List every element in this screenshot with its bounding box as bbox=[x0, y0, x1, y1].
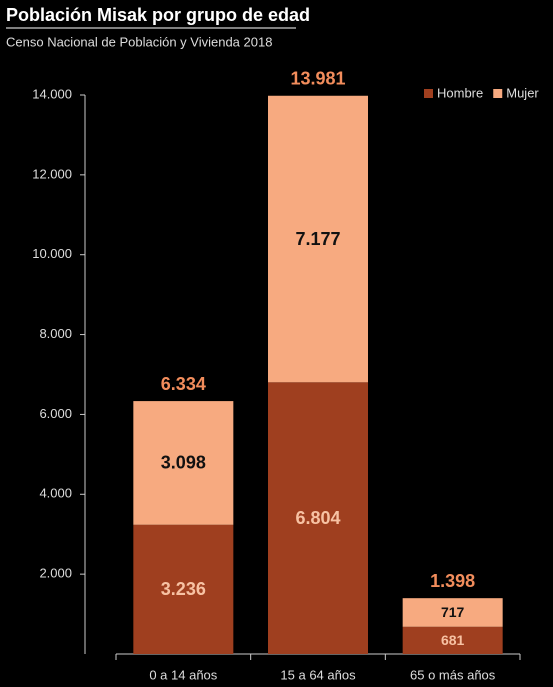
x-tick-label: 15 a 64 años bbox=[280, 667, 356, 682]
value-label: 717 bbox=[441, 604, 465, 620]
y-tick-label: 8.000 bbox=[39, 326, 72, 341]
total-label: 1.398 bbox=[430, 571, 475, 591]
bar-segment bbox=[268, 95, 368, 383]
y-tick-label: 12.000 bbox=[32, 166, 72, 181]
bar-segment bbox=[402, 626, 503, 654]
y-tick-label: 6.000 bbox=[39, 406, 72, 421]
bar-segment bbox=[133, 401, 234, 525]
x-tick-label: 65 o más años bbox=[410, 667, 496, 682]
y-tick-label: 2.000 bbox=[39, 566, 72, 581]
bar-segment bbox=[133, 524, 234, 654]
value-label: 681 bbox=[441, 632, 465, 648]
legend-label: Mujer bbox=[506, 85, 539, 100]
bar-segment bbox=[402, 598, 503, 627]
legend-label: Hombre bbox=[437, 85, 483, 100]
value-label: 3.098 bbox=[161, 453, 206, 473]
x-tick-label: 0 a 14 años bbox=[149, 667, 217, 682]
bar-segment bbox=[268, 382, 368, 654]
legend-swatch bbox=[493, 89, 503, 98]
value-label: 7.177 bbox=[295, 229, 340, 249]
legend-swatch bbox=[424, 89, 433, 98]
total-label: 13.981 bbox=[290, 69, 345, 89]
y-tick-label: 14.000 bbox=[32, 86, 72, 101]
chart-title: Población Misak por grupo de edad bbox=[6, 5, 310, 25]
chart-subtitle: Censo Nacional de Población y Vivienda 2… bbox=[6, 34, 272, 49]
value-label: 6.804 bbox=[295, 508, 340, 528]
total-label: 6.334 bbox=[161, 374, 206, 394]
value-label: 3.236 bbox=[161, 579, 206, 599]
y-tick-label: 4.000 bbox=[39, 486, 72, 501]
y-tick-label: 10.000 bbox=[32, 246, 72, 261]
